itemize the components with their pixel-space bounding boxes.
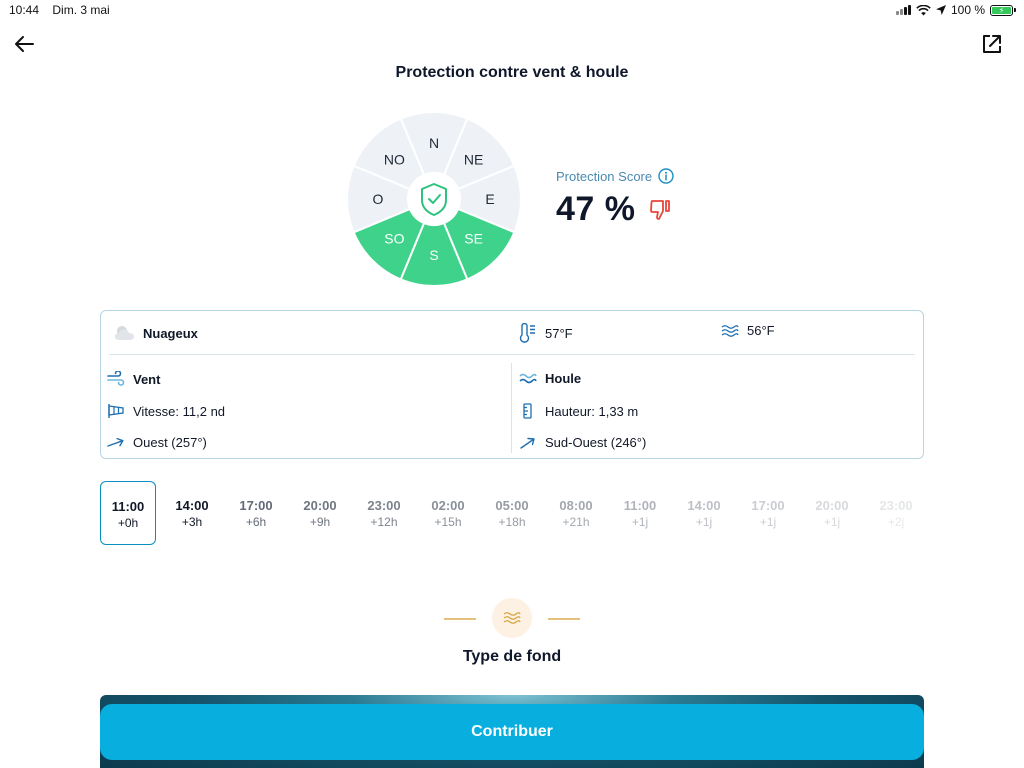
seabed-title: Type de fond	[462, 648, 562, 665]
compass-label-ne: NE	[464, 151, 483, 167]
weather-divider	[109, 354, 915, 355]
waves-icon	[503, 612, 521, 624]
ruler-icon	[523, 403, 532, 419]
wifi-icon	[916, 4, 931, 15]
time-slot-time: 17:00	[751, 498, 785, 513]
time-slot-offset: +0h	[117, 516, 139, 530]
time-slot-offset: +21h	[562, 515, 590, 529]
time-slot-offset: +18h	[498, 515, 526, 529]
windsock-icon	[108, 404, 124, 418]
time-slot-offset: +3h	[181, 515, 203, 529]
time-slot-time: 14:00	[687, 498, 721, 513]
time-slot-time: 11:00	[623, 498, 657, 513]
compass-sector-no	[352, 117, 426, 191]
time-slot-offset: +1j	[823, 515, 841, 529]
protection-compass: N NE E SE S SO O NO	[346, 111, 522, 287]
time-slot-time: 14:00	[175, 498, 209, 513]
time-slot-offset: +1j	[631, 515, 649, 529]
compass-label-o: O	[373, 191, 384, 207]
time-slot[interactable]: 20:00 +1j	[804, 481, 860, 545]
time-slot[interactable]: 14:00 +3h	[164, 481, 220, 545]
wind-direction-arrow-icon	[107, 437, 124, 447]
share-button[interactable]	[972, 24, 1012, 64]
time-slot[interactable]: 11:00 +1j	[612, 481, 668, 545]
compass-label-no: NO	[384, 151, 405, 167]
time-slot[interactable]: 20:00 +9h	[292, 481, 348, 545]
status-bar: 10:44 Dim. 3 mai 100 % ⚡	[0, 0, 1024, 22]
time-slot-time: 17:00	[239, 498, 273, 513]
time-slot[interactable]: 17:00 +1j	[740, 481, 796, 545]
swell-title: Houle	[545, 371, 582, 386]
battery-percent: 100 %	[950, 3, 985, 17]
water-temperature-icon	[721, 324, 739, 337]
time-slot-time: 23:00	[367, 498, 401, 513]
info-icon[interactable]	[658, 168, 674, 184]
time-slot-offset: +15h	[434, 515, 462, 529]
time-slot-offset: +6h	[245, 515, 267, 529]
wind-icon	[107, 371, 125, 386]
time-slot[interactable]: 08:00 +21h	[548, 481, 604, 545]
wind-title: Vent	[133, 371, 161, 387]
contribute-button[interactable]: Contribuer	[100, 704, 924, 760]
swell-icon	[519, 373, 537, 383]
score-value: 47 %	[556, 190, 636, 228]
weather-condition: Nuageux	[143, 325, 198, 341]
status-time: 10:44	[9, 3, 40, 17]
weather-column-divider	[511, 363, 512, 453]
arrow-left-icon	[15, 36, 34, 52]
time-slot-offset: +1j	[759, 515, 777, 529]
time-slot[interactable]: 23:00 +12h	[356, 481, 412, 545]
share-icon	[983, 35, 1001, 53]
thermometer-icon	[519, 323, 535, 343]
compass-label-n: N	[429, 135, 439, 151]
air-temperature: 57°F	[545, 325, 573, 341]
location-arrow-icon	[935, 5, 946, 15]
shield-check-icon	[421, 183, 447, 216]
time-slot-time: 20:00	[303, 498, 337, 513]
thumbs-down-icon	[649, 199, 670, 220]
time-slot[interactable]: 02:00 +15h	[420, 481, 476, 545]
score-label: Protection Score	[556, 168, 653, 184]
compass-label-e: E	[485, 191, 494, 207]
cellular-signal-icon	[895, 5, 911, 15]
time-slot[interactable]: 05:00 +18h	[484, 481, 540, 545]
protection-score: Protection Score 47 %	[556, 168, 674, 229]
swell-direction: Sud-Ouest (246°)	[545, 435, 647, 450]
cloud-icon	[115, 326, 134, 340]
time-slot-time: 02:00	[431, 498, 465, 513]
time-slot-time: 08:00	[559, 498, 593, 513]
protection-title: Protection contre vent & houle	[395, 64, 629, 81]
time-slot-offset: +2j	[887, 515, 905, 529]
time-slot-time: 20:00	[815, 498, 849, 513]
swell-height: Hauteur: 1,33 m	[545, 403, 639, 419]
compass-label-se: SE	[464, 231, 483, 247]
battery-icon: ⚡	[990, 4, 1016, 16]
time-slot-time: 23:00	[879, 498, 913, 513]
time-slot[interactable]: 11:00 +0h	[100, 481, 156, 545]
time-slot[interactable]: 14:00 +1j	[676, 481, 732, 545]
time-slot[interactable]: 17:00 +6h	[228, 481, 284, 545]
seabed-decoration	[444, 598, 580, 638]
compass-center	[409, 174, 459, 224]
time-slot-offset: +12h	[370, 515, 398, 529]
swell-direction-arrow-icon	[520, 437, 535, 449]
time-slot-offset: +9h	[309, 515, 331, 529]
back-button[interactable]	[4, 24, 44, 64]
forecast-time-selector: 11:00 +0h 14:00 +3h 17:00 +6h 20:00 +9h 23:00 +12…	[100, 481, 924, 545]
time-slot-offset: +1j	[695, 515, 713, 529]
wind-direction: Ouest (257°)	[133, 435, 207, 450]
status-date: Dim. 3 mai	[52, 3, 110, 17]
weather-card: Nuageux 57°F 56°F Vent Vitesse: 11,2 nd	[100, 310, 924, 459]
compass-label-so: SO	[384, 231, 404, 247]
wind-speed: Vitesse: 11,2 nd	[133, 403, 226, 419]
compass-label-s: S	[429, 247, 438, 263]
water-temperature: 56°F	[747, 323, 775, 338]
time-slot[interactable]: 23:00 +2j	[868, 481, 924, 545]
time-slot-time: 11:00	[111, 499, 145, 514]
time-slot-time: 05:00	[495, 498, 529, 513]
